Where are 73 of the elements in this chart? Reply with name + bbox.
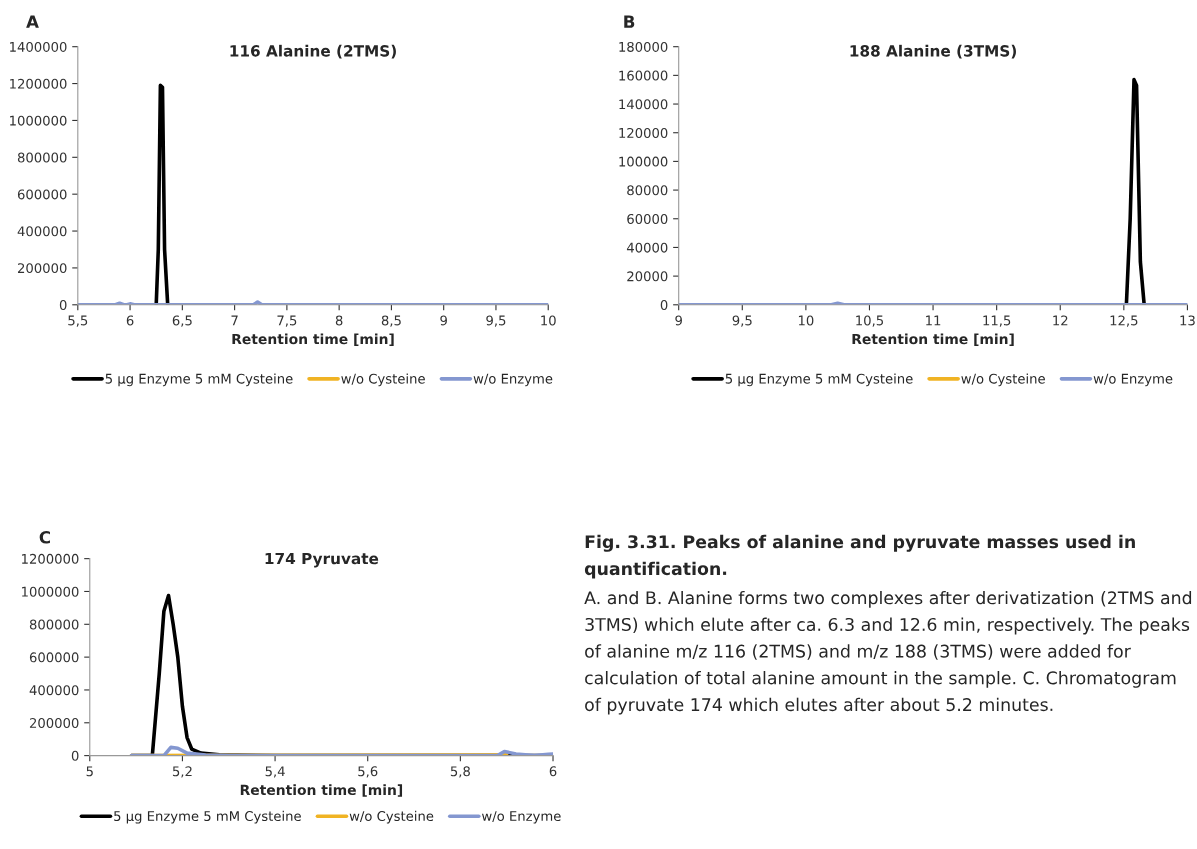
x-tick-label: 7: [231, 315, 238, 326]
y-tick-label: 160000: [619, 70, 668, 81]
x-tick-label: 7,5: [277, 315, 297, 327]
y-tick-label: 140000: [619, 99, 668, 110]
y-tick-label: 200000: [17, 263, 67, 274]
text: B: [624, 15, 635, 28]
x-tick-label: 8,5: [381, 315, 401, 327]
y-tick-label: 800000: [17, 152, 67, 163]
x-tick-label: 11: [926, 315, 941, 326]
line-series: [154, 83, 170, 305]
line-series: [1124, 77, 1146, 305]
y-tick-label: 80000: [627, 185, 668, 196]
x-tick-label: 9: [675, 315, 682, 326]
legend-label: w/o Cysteine: [961, 373, 1045, 387]
x-axis-title: Retention time [min]: [232, 333, 394, 346]
x-tick-label: 12: [1053, 315, 1068, 326]
x-tick-label: 13: [1180, 315, 1195, 326]
x-tick-label: 10: [798, 315, 814, 326]
x-tick-label: 10,5: [856, 315, 884, 327]
x-tick-label: 8: [335, 315, 343, 326]
x-tick-label: 6: [126, 315, 134, 326]
legend-label: w/o Enzyme: [1093, 373, 1173, 387]
legend-label: w/o Cysteine: [341, 373, 425, 387]
x-tick-label: 5,8: [450, 766, 470, 778]
y-tick-label: 100000: [619, 156, 668, 167]
legend-label: 5 µg Enzyme 5 mM Cysteine: [725, 373, 913, 387]
x-axis-title: Retention time [min]: [852, 333, 1014, 346]
y-tick-label: 600000: [29, 652, 79, 663]
y-tick-label: 120000: [619, 127, 668, 138]
chart-title: 188 Alanine (3TMS): [850, 44, 1016, 59]
x-tick-label: 9,5: [486, 315, 506, 327]
legend-label: 5 µg Enzyme 5 mM Cysteine: [114, 810, 301, 824]
x-tick-label: 10: [541, 315, 556, 326]
text: C: [39, 530, 50, 544]
y-tick-label: 1400000: [10, 41, 67, 52]
legend-label: w/o Enzyme: [482, 811, 561, 824]
y-tick-label: 400000: [17, 226, 67, 237]
y-tick-label: 180000: [619, 41, 668, 52]
x-tick-label: 12,5: [1110, 315, 1138, 327]
x-tick-label: 9,5: [732, 315, 752, 327]
y-tick-label: 1200000: [10, 78, 67, 89]
x-tick-label: 5: [86, 766, 93, 777]
x-tick-label: 5,5: [68, 315, 88, 327]
y-tick-label: 1000000: [10, 115, 67, 126]
chart-title: 116 Alanine (2TMS): [230, 44, 396, 59]
y-tick-label: 0: [660, 300, 668, 310]
x-tick-label: 5,2: [172, 766, 192, 778]
x-tick-label: 6,5: [172, 315, 192, 327]
y-tick-label: 0: [59, 300, 67, 310]
line-series: [129, 745, 554, 756]
y-tick-label: 40000: [626, 242, 668, 253]
legend-label: w/o Enzyme: [473, 373, 553, 387]
y-tick-label: 800000: [29, 619, 79, 630]
y-tick-label: 60000: [627, 213, 668, 224]
y-tick-label: 20000: [627, 271, 668, 282]
y-tick-label: 200000: [29, 718, 79, 728]
x-tick-label: 6: [549, 766, 557, 777]
legend-label: 5 µg Enzyme 5 mM Cysteine: [105, 373, 293, 387]
text: A. and B. Alanine forms two complexes after derivatization (2TMS and 3TMS) which elute after ca. 6.3 and 12.6 min, respectively. The peaks of alanine m/z 116 (2TMS) and m/z 188 (3TMS) were added for calculation of total alanine amount in the sample. C. Chromatogram of pyruvate 174 which elutes after about 5.2 minutes.: [584, 590, 1192, 715]
y-tick-label: 0: [71, 750, 79, 761]
y-tick-label: 600000: [17, 189, 67, 200]
x-tick-label: 9: [440, 315, 447, 326]
caption: Fig. 3.31. Peaks of alanine and pyruvate masses used in quantification.: [584, 534, 1135, 579]
x-tick-label: 11,5: [983, 315, 1011, 327]
x-tick-label: 5,6: [358, 766, 378, 778]
chart-title: 174 Pyruvate: [265, 552, 379, 568]
y-tick-label: 1200000: [22, 553, 79, 564]
legend-label: w/o Cysteine: [349, 810, 434, 824]
x-axis-title: Retention time [min]: [240, 784, 403, 797]
text: A: [26, 15, 39, 28]
y-tick-label: 400000: [29, 685, 79, 696]
y-tick-label: 1000000: [22, 586, 79, 597]
x-tick-label: 5,4: [265, 766, 285, 778]
